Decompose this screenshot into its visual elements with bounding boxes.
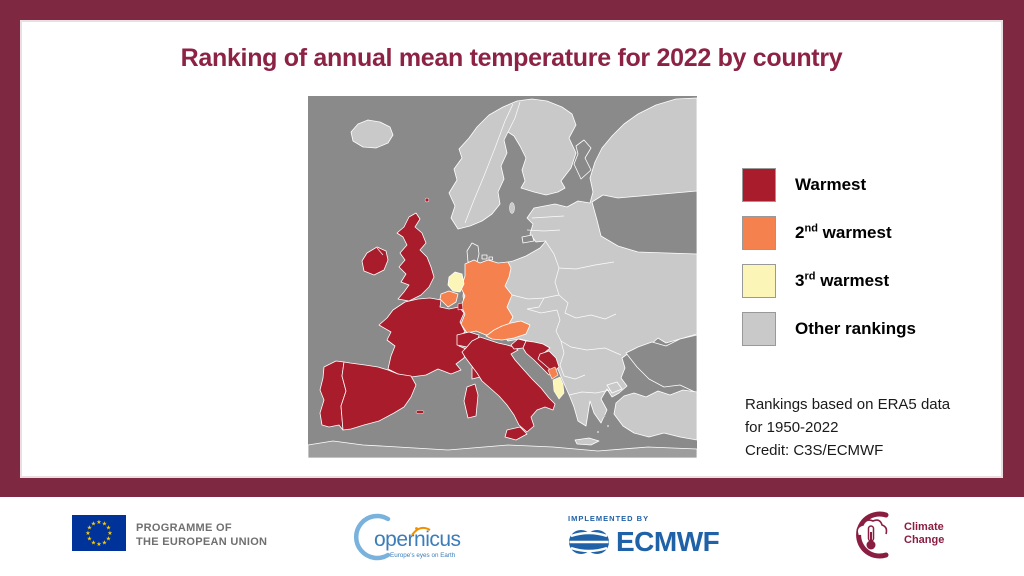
- map-legend: Warmest 2nd warmest 3rd warmest Other ra…: [742, 168, 916, 360]
- map-land-shapes: [307, 97, 698, 459]
- map-turkey-thrace: [606, 381, 623, 394]
- map-aegean-island: [596, 430, 600, 434]
- copernicus-satellite-dot-icon: [415, 527, 418, 530]
- map-gotland: [509, 202, 515, 214]
- copernicus-wordmark: opernicus: [374, 528, 461, 551]
- note-line: Credit: C3S/ECMWF: [745, 442, 884, 459]
- slide-frame: Ranking of annual mean temperature for 2…: [0, 0, 1024, 497]
- map-country-albania: [552, 376, 565, 400]
- map-country-austria: [485, 320, 531, 341]
- legend-swatch-third-warmest: [742, 264, 776, 298]
- map-sardinia: [463, 383, 479, 419]
- svg-text:★: ★: [91, 521, 96, 528]
- svg-text:★: ★: [96, 541, 101, 548]
- legend-item-second-warmest: 2nd warmest: [742, 216, 916, 250]
- eu-programme-line: THE EUROPEAN UNION: [136, 536, 268, 548]
- svg-text:★: ★: [106, 536, 111, 543]
- svg-text:★: ★: [87, 525, 92, 532]
- implemented-by-label: IMPLEMENTED BY: [568, 514, 650, 523]
- map-aegean-island: [602, 414, 606, 418]
- ecmwf-globe-icon: [569, 530, 609, 554]
- note-line: for 1950-2022: [745, 419, 839, 436]
- map-country-luxembourg: [457, 302, 464, 311]
- legend-swatch-second-warmest: [742, 216, 776, 250]
- svg-text:★: ★: [87, 536, 92, 543]
- slide: Ranking of annual mean temperature for 2…: [20, 20, 1003, 478]
- source-notes: Rankings based on ERA5 data for 1950-202…: [745, 393, 950, 462]
- eu-programme-label: PROGRAMME OF THE EUROPEAN UNION: [136, 521, 267, 549]
- climate-change-logo: Climate Change: [842, 505, 944, 563]
- map-denmark-island: [488, 256, 493, 261]
- copernicus-logo: opernicus Europe's eyes on Earth: [350, 510, 468, 569]
- copernicus-tagline: Europe's eyes on Earth: [390, 552, 456, 559]
- legend-label: Other rankings: [795, 319, 916, 338]
- eu-programme-line: PROGRAMME OF: [136, 522, 232, 534]
- svg-text:★: ★: [107, 530, 112, 537]
- map-country-france: [378, 297, 467, 378]
- map-kaliningrad: [521, 234, 535, 244]
- map-white-sea: [573, 139, 592, 180]
- svg-text:★: ★: [96, 519, 101, 526]
- legend-label: 3rd warmest: [795, 270, 890, 290]
- copernicus-orbit-icon: [411, 526, 431, 536]
- map-country-netherlands: [447, 271, 465, 293]
- europe-choropleth-map: [307, 96, 698, 459]
- map-crete: [574, 437, 600, 446]
- map-denmark-island: [481, 254, 488, 260]
- legend-swatch-warmest: [742, 168, 776, 202]
- ecmwf-logo: IMPLEMENTED BY ECMWF: [568, 514, 720, 558]
- climate-change-icon: [856, 511, 889, 559]
- map-country-italy: [461, 336, 556, 433]
- map-russia: [591, 190, 698, 255]
- climate-line: Change: [904, 534, 945, 546]
- legend-item-third-warmest: 3rd warmest: [742, 264, 916, 298]
- map-country-spain: [340, 361, 417, 431]
- map-scandinavia: [448, 98, 577, 230]
- copernicus-c-swoosh-icon: [353, 513, 391, 561]
- svg-text:★: ★: [85, 530, 90, 537]
- legend-label: Warmest: [795, 175, 867, 194]
- europe-map-svg: [307, 96, 698, 459]
- svg-text:★: ★: [106, 525, 111, 532]
- map-faroe: [424, 197, 430, 203]
- map-balearics: [415, 409, 425, 415]
- svg-text:★: ★: [91, 540, 96, 547]
- eu-flag-icon: ★ ★ ★ ★ ★ ★ ★ ★ ★ ★ ★ ★: [72, 515, 126, 556]
- note-line: Rankings based on ERA5 data: [745, 396, 951, 413]
- map-sicily: [504, 426, 528, 441]
- map-internal-borders: [376, 101, 622, 396]
- climate-change-label: Climate Change: [904, 521, 944, 547]
- page-title: Ranking of annual mean temperature for 2…: [180, 44, 843, 72]
- svg-text:★: ★: [102, 540, 107, 547]
- map-iceland: [350, 119, 394, 149]
- map-country-belgium: [439, 290, 459, 308]
- ecmwf-wordmark: ECMWF: [616, 526, 720, 557]
- map-country-united-kingdom: [396, 212, 435, 302]
- legend-label: 2nd warmest: [795, 222, 892, 242]
- map-aegean-island: [606, 424, 610, 428]
- legend-item-other-rankings: Other rankings: [742, 312, 916, 346]
- legend-item-warmest: Warmest: [742, 168, 916, 202]
- map-country-ireland: [361, 246, 389, 276]
- map-country-germany: [460, 259, 514, 336]
- map-country-montenegro: [547, 366, 559, 380]
- climate-line: Climate: [904, 521, 944, 533]
- ecmwf-logo-row: ECMWF: [568, 526, 720, 558]
- legend-swatch-other-rankings: [742, 312, 776, 346]
- svg-text:★: ★: [102, 521, 107, 528]
- footer-logo-bar: ★ ★ ★ ★ ★ ★ ★ ★ ★ ★ ★ ★ PROGRAMME OF THE EUROPEA…: [0, 497, 1024, 576]
